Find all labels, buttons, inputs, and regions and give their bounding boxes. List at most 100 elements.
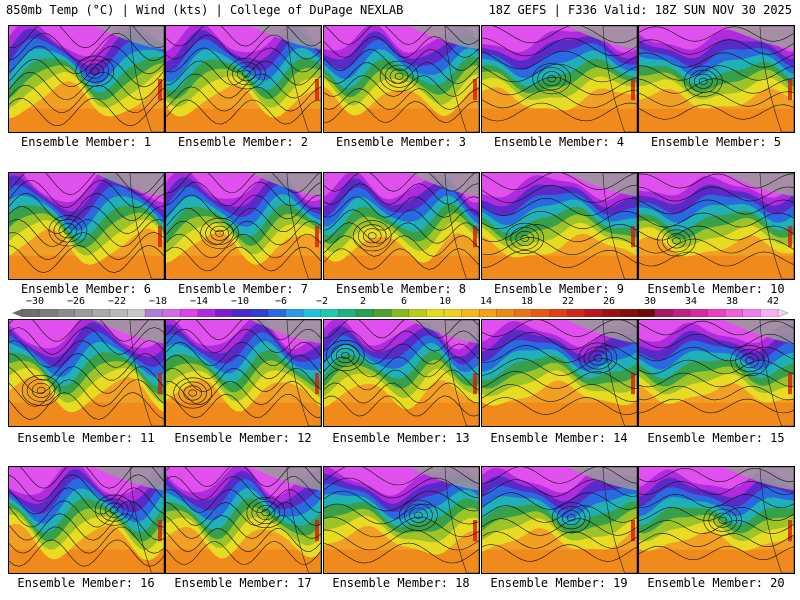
colorbar-tick-label: 6 bbox=[400, 296, 408, 307]
colorbar-tick-label: −6 bbox=[274, 296, 288, 307]
colorbar-segment bbox=[478, 309, 498, 317]
ensemble-member-16-label: Ensemble Member: 16 bbox=[17, 576, 155, 590]
colorbar-tick-label: −26 bbox=[66, 296, 86, 307]
colorbar-segment bbox=[443, 309, 462, 317]
ensemble-member-3-map bbox=[323, 25, 480, 133]
colorbar-segment bbox=[619, 309, 638, 317]
colorbar-segment bbox=[707, 309, 726, 317]
ensemble-member-8-label: Ensemble Member: 8 bbox=[335, 282, 467, 296]
ensemble-member-4-map bbox=[481, 25, 638, 133]
colorbar-tick-label: 2 bbox=[359, 296, 367, 307]
ensemble-member-14-map bbox=[481, 319, 638, 427]
colorbar-tick-label: −30 bbox=[25, 296, 45, 307]
ensemble-member-11-label: Ensemble Member: 11 bbox=[17, 431, 155, 445]
colorbar-segment bbox=[338, 309, 357, 317]
colorbar-segment bbox=[215, 309, 234, 317]
map-title-right: 18Z GEFS | F336 Valid: 18Z SUN NOV 30 20… bbox=[488, 3, 792, 17]
ensemble-member-20-map bbox=[638, 466, 795, 574]
colorbar-tick-label: 34 bbox=[684, 296, 698, 307]
colorbar-tick-label: 38 bbox=[725, 296, 739, 307]
ensemble-member-7-label: Ensemble Member: 7 bbox=[177, 282, 309, 296]
colorbar-tick-label: −14 bbox=[189, 296, 209, 307]
colorbar-segment bbox=[285, 309, 304, 317]
colorbar-tick-label: 26 bbox=[602, 296, 616, 307]
colorbar-tick-label: 18 bbox=[520, 296, 534, 307]
colorbar-segment bbox=[57, 309, 76, 317]
colorbar-tick-label: −2 bbox=[315, 296, 329, 307]
ensemble-member-9-label: Ensemble Member: 9 bbox=[493, 282, 625, 296]
colorbar-tick-label: −10 bbox=[230, 296, 250, 307]
colorbar-segment bbox=[232, 309, 252, 317]
colorbar-tick-label: 22 bbox=[561, 296, 575, 307]
ensemble-member-11-map bbox=[8, 319, 165, 427]
colorbar-segment bbox=[74, 309, 93, 317]
colorbar-segment bbox=[127, 309, 146, 317]
colorbar-segment bbox=[21, 309, 41, 317]
colorbar-segment bbox=[725, 309, 744, 317]
colorbar-segment bbox=[391, 309, 410, 317]
colorbar-segment bbox=[408, 309, 427, 317]
ensemble-member-20-label: Ensemble Member: 20 bbox=[647, 576, 785, 590]
ensemble-member-15-map bbox=[638, 319, 795, 427]
colorbar-segment bbox=[144, 309, 164, 317]
ensemble-member-1-map bbox=[8, 25, 165, 133]
colorbar-segment bbox=[109, 309, 128, 317]
ensemble-member-7-map bbox=[165, 172, 322, 280]
ensemble-member-3-label: Ensemble Member: 3 bbox=[335, 135, 467, 149]
ensemble-member-4-label: Ensemble Member: 4 bbox=[493, 135, 625, 149]
ensemble-member-8-map bbox=[323, 172, 480, 280]
colorbar-segment bbox=[602, 309, 621, 317]
colorbar-segment bbox=[566, 309, 586, 317]
colorbar-tick-label: −22 bbox=[107, 296, 127, 307]
colorbar-segment bbox=[461, 309, 480, 317]
temperature-colorbar bbox=[12, 309, 788, 317]
colorbar-tick-label: 42 bbox=[766, 296, 780, 307]
ensemble-member-13-map bbox=[323, 319, 480, 427]
ensemble-member-6-map bbox=[8, 172, 165, 280]
ensemble-member-1-label: Ensemble Member: 1 bbox=[20, 135, 152, 149]
colorbar-segment bbox=[320, 309, 339, 317]
colorbar-segment bbox=[672, 309, 691, 317]
ensemble-member-5-map bbox=[638, 25, 795, 133]
colorbar-segment bbox=[355, 309, 375, 317]
colorbar-segment bbox=[531, 309, 550, 317]
colorbar-segment bbox=[549, 309, 568, 317]
colorbar-segment bbox=[303, 309, 322, 317]
ensemble-member-5-label: Ensemble Member: 5 bbox=[650, 135, 782, 149]
ensemble-member-10-label: Ensemble Member: 10 bbox=[647, 282, 785, 296]
ensemble-member-2-map bbox=[165, 25, 322, 133]
ensemble-member-13-label: Ensemble Member: 13 bbox=[332, 431, 470, 445]
ensemble-member-18-label: Ensemble Member: 18 bbox=[332, 576, 470, 590]
colorbar-segment bbox=[267, 309, 287, 317]
ensemble-member-14-label: Ensemble Member: 14 bbox=[490, 431, 628, 445]
colorbar-tick-label: −18 bbox=[148, 296, 168, 307]
colorbar-segment bbox=[39, 309, 58, 317]
ensemble-member-2-label: Ensemble Member: 2 bbox=[177, 135, 309, 149]
colorbar-segment bbox=[162, 309, 181, 317]
colorbar-segment bbox=[92, 309, 111, 317]
colorbar-segment bbox=[637, 309, 656, 317]
colorbar-segment bbox=[689, 309, 709, 317]
colorbar-segment bbox=[742, 309, 761, 317]
map-title-left: 850mb Temp (°C) | Wind (kts) | College o… bbox=[6, 3, 404, 17]
colorbar-segment bbox=[584, 309, 603, 317]
colorbar-segment bbox=[180, 309, 199, 317]
ensemble-member-12-map bbox=[165, 319, 322, 427]
ensemble-member-19-label: Ensemble Member: 19 bbox=[490, 576, 628, 590]
ensemble-member-10-map bbox=[638, 172, 795, 280]
colorbar-segment bbox=[760, 309, 779, 317]
ensemble-member-9-map bbox=[481, 172, 638, 280]
colorbar-segment bbox=[496, 309, 515, 317]
colorbar-left-arrow bbox=[12, 309, 22, 317]
colorbar-segment bbox=[426, 309, 445, 317]
colorbar-tick-label: 30 bbox=[643, 296, 657, 307]
colorbar-right-arrow bbox=[777, 309, 788, 317]
colorbar-segment bbox=[250, 309, 269, 317]
ensemble-member-12-label: Ensemble Member: 12 bbox=[174, 431, 312, 445]
ensemble-member-16-map bbox=[8, 466, 165, 574]
colorbar-segment bbox=[514, 309, 533, 317]
colorbar-segment bbox=[197, 309, 216, 317]
colorbar-tick-label: 14 bbox=[479, 296, 493, 307]
colorbar-tick-label: 10 bbox=[438, 296, 452, 307]
ensemble-member-17-label: Ensemble Member: 17 bbox=[174, 576, 312, 590]
